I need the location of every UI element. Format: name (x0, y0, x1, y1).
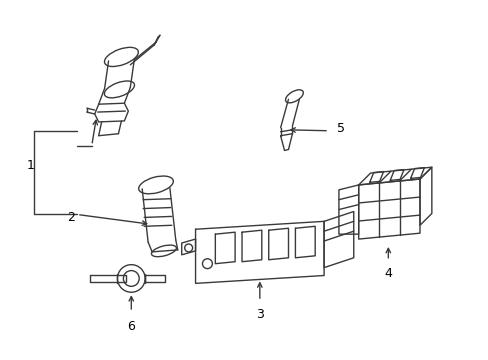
Text: 1: 1 (26, 159, 34, 172)
Text: 4: 4 (384, 267, 391, 280)
Text: 6: 6 (127, 320, 135, 333)
Text: 3: 3 (255, 308, 263, 321)
Text: 5: 5 (336, 122, 344, 135)
Text: 2: 2 (67, 211, 75, 224)
